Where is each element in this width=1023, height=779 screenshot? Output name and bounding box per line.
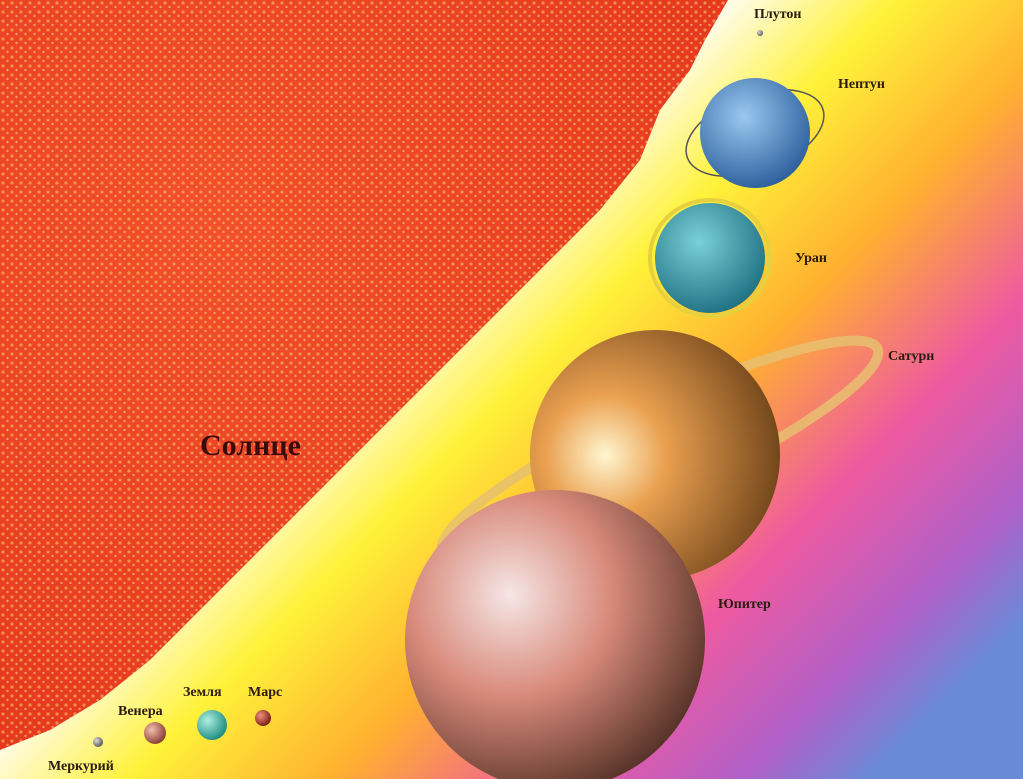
sun-surface: [0, 0, 728, 750]
planet-label: Сатурн: [888, 349, 934, 364]
planet-label: Плутон: [754, 7, 802, 22]
uranus-ring: [648, 198, 772, 318]
sun-label: Солнце: [200, 429, 301, 462]
planet-label: Меркурий: [48, 759, 114, 774]
planet: [197, 710, 227, 740]
planet: [144, 722, 166, 744]
planet: [655, 203, 765, 313]
planet-label: Юпитер: [718, 597, 771, 612]
planet: [700, 78, 810, 188]
planet-label: Нептун: [838, 77, 885, 92]
planet: [405, 490, 705, 779]
planet-label: Земля: [183, 685, 222, 700]
planet-label: Марс: [248, 685, 282, 700]
planet: [93, 737, 103, 747]
planet: [757, 30, 763, 36]
planet: [255, 710, 271, 726]
planet-label: Уран: [795, 251, 827, 266]
planets: Меркурий Венера Земля Марс Юпитер Сатурн Уран Н…: [48, 7, 934, 779]
planet-label: Венера: [118, 704, 163, 719]
